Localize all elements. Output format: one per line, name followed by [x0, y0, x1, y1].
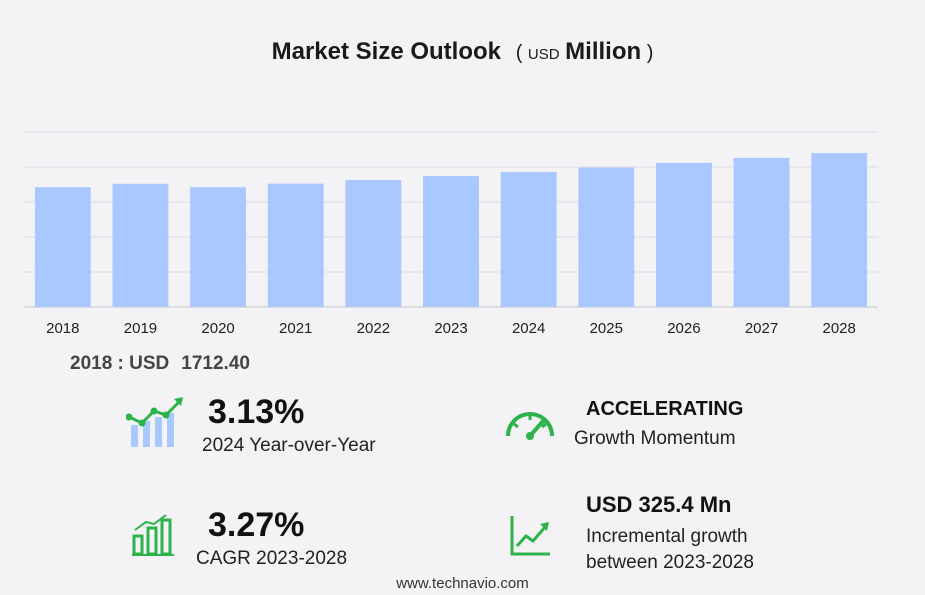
x-tick-label: 2024 — [512, 320, 545, 337]
bar-2027 — [733, 157, 790, 307]
title-currency: USD — [527, 46, 560, 63]
speedometer-icon — [506, 412, 554, 440]
bar-2020 — [190, 187, 247, 307]
kpi-cagr-value: 3.27% — [208, 506, 305, 544]
x-tick-label: 2027 — [745, 320, 778, 337]
kpi-yoy-value: 3.13% — [208, 393, 305, 431]
kpi-yoy-label: 2024 Year-over-Year — [202, 435, 376, 456]
base-year-value: 1712.40 — [181, 353, 250, 374]
footer-url: www.technavio.com — [396, 575, 529, 592]
x-tick-label: 2025 — [590, 320, 623, 337]
chart-title: Market Size Outlook ( USD Million ) — [0, 38, 925, 66]
bar-2028 — [811, 153, 868, 307]
x-tick-label: 2021 — [279, 320, 312, 337]
x-tick-label: 2023 — [434, 320, 467, 337]
bar-line-chart-icon — [126, 397, 183, 447]
bar-2024 — [500, 171, 557, 307]
bar-2023 — [423, 176, 479, 307]
base-year-label: 2018 : USD — [70, 353, 170, 374]
x-tick-label: 2018 — [46, 320, 79, 337]
kpi-cagr-label: CAGR 2023-2028 — [196, 548, 348, 569]
bar-2018 — [34, 187, 91, 307]
bar-2021 — [267, 183, 324, 307]
kpi-momentum-value: ACCELERATING — [586, 398, 744, 420]
bar-2019 — [112, 183, 169, 307]
kpi-momentum-label: Growth Momentum — [574, 428, 736, 449]
bar-2025 — [578, 167, 635, 307]
x-tick-label: 2019 — [124, 320, 157, 337]
bar-chart: 2018 2019 2020 2021 2022 2023 2024 2025 2026 2027… — [24, 131, 878, 337]
line-growth-chart-icon — [510, 516, 550, 556]
kpi-incremental-value: USD 325.4 Mn — [586, 492, 732, 518]
bar-2026 — [655, 162, 712, 307]
bar-2022 — [345, 179, 402, 307]
kpi-incremental-value-text: USD 325.4 Mn — [586, 492, 732, 517]
x-tick-label: 2028 — [822, 320, 855, 337]
title-close-paren: ) — [646, 42, 654, 64]
title-unit-word: Million — [565, 38, 642, 65]
title-unit: ( USD Million ) — [515, 38, 654, 65]
title-open-paren: ( — [515, 42, 523, 64]
bar-growth-chart-icon — [132, 514, 174, 556]
base-year-note: 2018 : USD 1712.40 — [70, 353, 250, 375]
x-tick-label: 2026 — [667, 320, 700, 337]
kpi-incremental-label-1: Incremental growth — [586, 526, 748, 547]
x-tick-label: 2020 — [201, 320, 234, 337]
kpi-incremental-label-2: between 2023-2028 — [586, 552, 754, 573]
x-tick-label: 2022 — [357, 320, 390, 337]
title-main: Market Size Outlook — [271, 38, 502, 65]
